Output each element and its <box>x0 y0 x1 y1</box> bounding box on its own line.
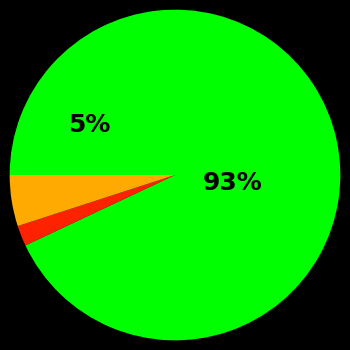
Text: 93%: 93% <box>203 171 263 195</box>
Wedge shape <box>10 10 340 340</box>
Wedge shape <box>10 175 175 226</box>
Text: 5%: 5% <box>68 113 110 138</box>
Wedge shape <box>18 175 175 245</box>
